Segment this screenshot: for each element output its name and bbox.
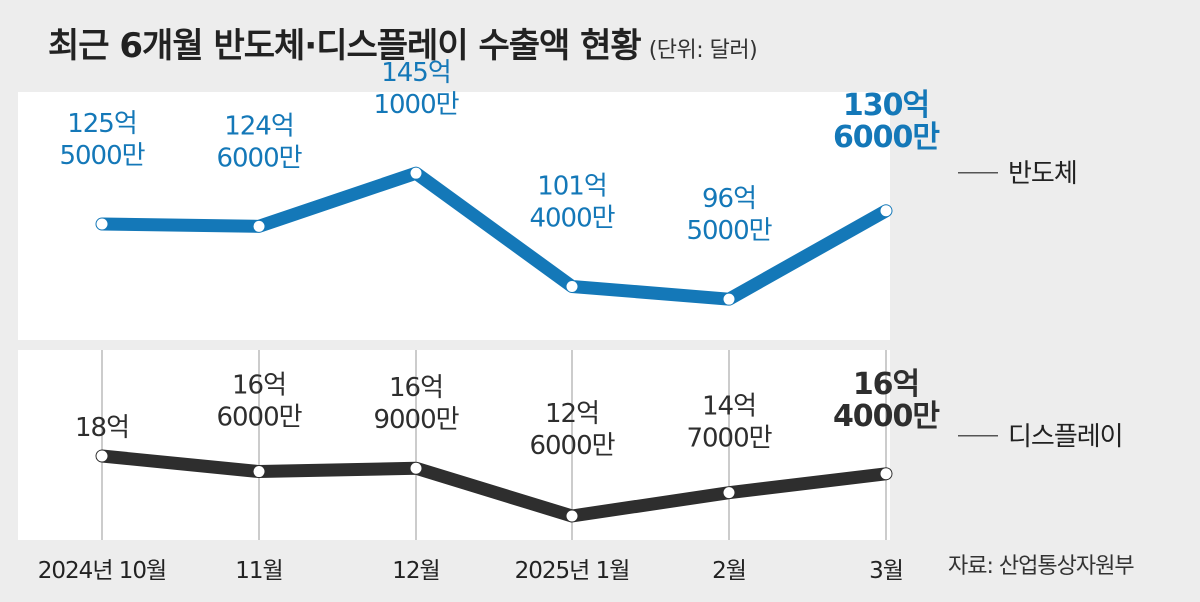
x-tick-label: 12월 [392, 558, 439, 584]
chart-header: 최근 6개월 반도체·디스플레이 수출액 현황 (단위: 달러) [48, 18, 758, 67]
data-label: 6000만 [529, 431, 614, 461]
series-line-1 [95, 449, 893, 523]
x-tick-label: 2024년 10월 [38, 558, 166, 584]
legend-label-0: 반도체 [1008, 159, 1077, 189]
x-axis-labels: 2024년 10월 11월 12월 2025년 1월 2월 3월 [38, 558, 904, 584]
data-label: 1000만 [373, 90, 458, 120]
series-lines [95, 166, 893, 523]
source-note: 자료: 산업통상자원부 [948, 554, 1135, 579]
data-point [253, 220, 265, 232]
chart-title: 최근 6개월 반도체·디스플레이 수출액 현황 [48, 26, 642, 66]
series-line-0 [95, 166, 893, 306]
data-label: 12억 [545, 399, 599, 429]
data-point [410, 167, 422, 179]
data-label: 4000만 [529, 203, 614, 233]
panel-semiconductor [18, 92, 890, 340]
data-point [96, 450, 108, 462]
data-label: 9000만 [373, 405, 458, 435]
data-point [880, 205, 892, 217]
data-label: 101억 [537, 171, 607, 201]
data-point [253, 466, 265, 478]
data-point [566, 280, 578, 292]
x-tick-label: 11월 [235, 558, 282, 584]
data-point [96, 218, 108, 230]
x-tick-label: 2025년 1월 [515, 558, 630, 584]
data-label: 145억 [381, 58, 451, 88]
data-label: 7000만 [686, 424, 771, 454]
data-point [723, 293, 735, 305]
x-tick-label: 2월 [712, 558, 746, 584]
data-label: 5000만 [686, 216, 771, 246]
data-label: 18억 [75, 413, 129, 443]
data-label: 6000만 [833, 120, 940, 155]
data-label: 6000만 [216, 143, 301, 173]
data-point [410, 462, 422, 474]
x-axis-ticks [101, 350, 887, 540]
data-label: 130억 [843, 88, 929, 123]
data-label: 16억 [389, 373, 443, 403]
panel-display [18, 350, 890, 540]
data-label: 16억 [853, 367, 919, 402]
data-point [723, 487, 735, 499]
data-point [566, 510, 578, 522]
data-label: 96억 [702, 184, 756, 214]
data-label: 124억 [224, 111, 294, 141]
legend-label-1: 디스플레이 [1008, 422, 1123, 452]
x-tick-label: 3월 [869, 558, 903, 584]
data-label: 6000만 [216, 403, 301, 433]
data-label: 14억 [702, 392, 756, 422]
unit-note: (단위: 달러) [648, 38, 758, 63]
data-label: 5000만 [59, 141, 144, 171]
data-point [880, 468, 892, 480]
data-label: 125억 [67, 109, 137, 139]
data-label: 4000만 [833, 399, 940, 434]
series-points [96, 167, 892, 522]
data-label: 16억 [232, 371, 286, 401]
data-labels: 125억5000만124억6000만145억1000만101억4000만96억5… [59, 58, 941, 461]
